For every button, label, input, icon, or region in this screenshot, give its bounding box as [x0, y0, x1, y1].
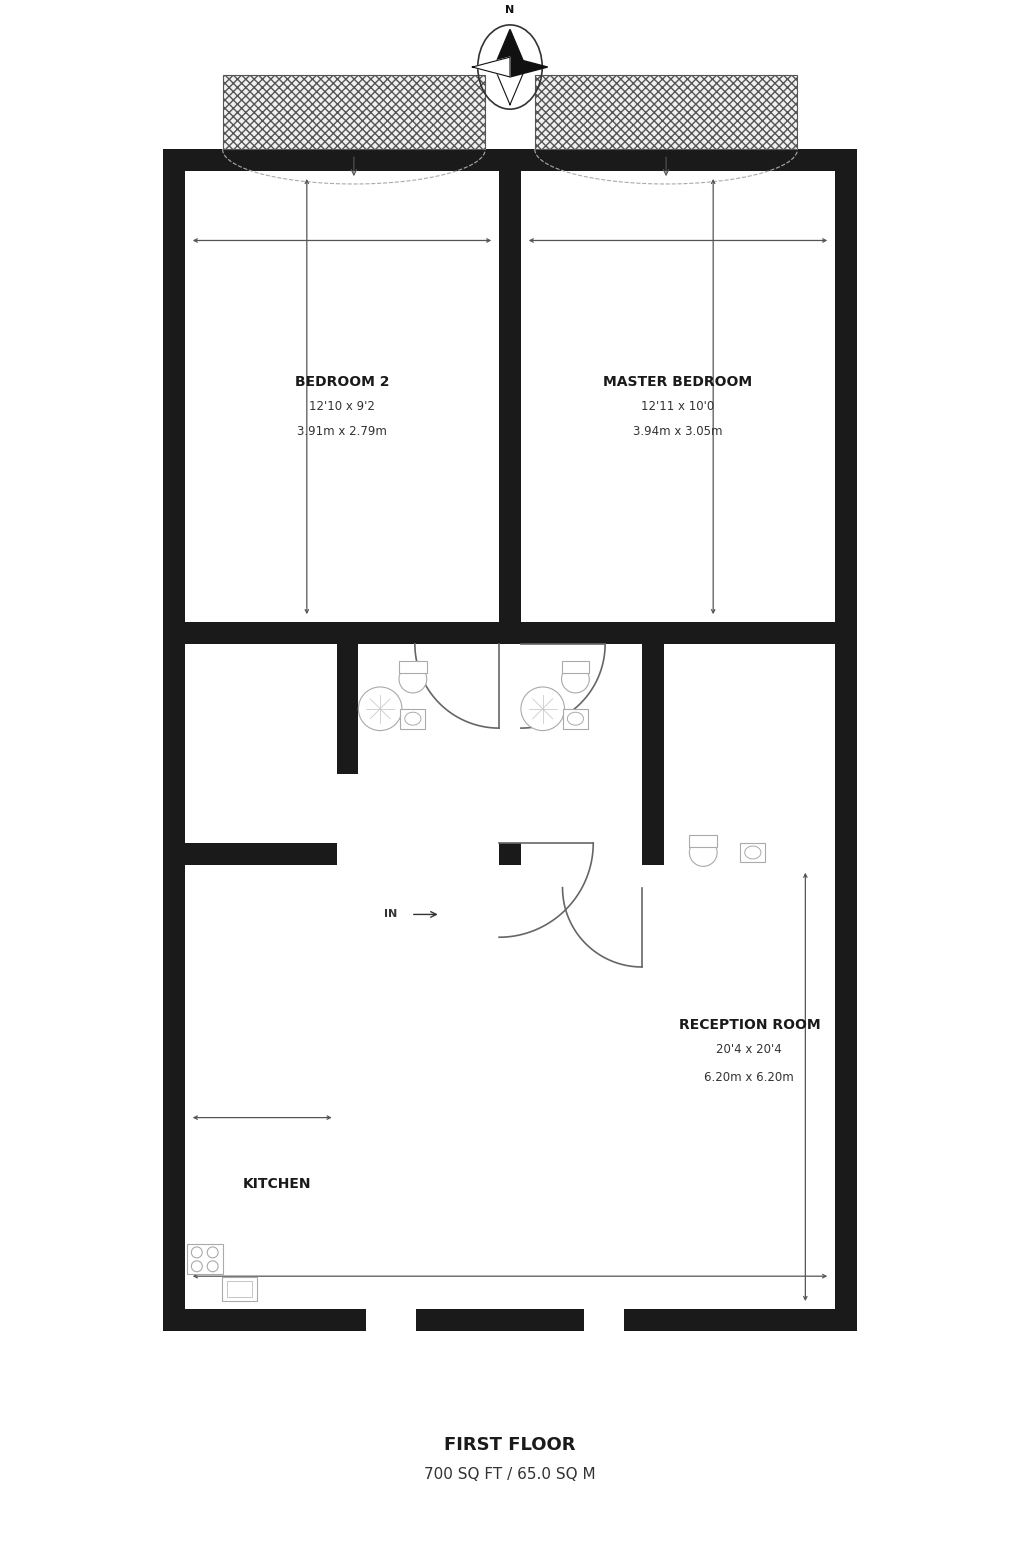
Bar — [400, 708, 425, 728]
Text: 700 SQ FT / 65.0 SQ M: 700 SQ FT / 65.0 SQ M — [424, 1467, 595, 1481]
Circle shape — [207, 1247, 218, 1258]
Bar — [226, 1281, 252, 1298]
Bar — [221, 1278, 257, 1301]
Bar — [163, 150, 856, 171]
Text: RECEPTION ROOM: RECEPTION ROOM — [678, 1018, 819, 1032]
Polygon shape — [472, 57, 510, 77]
Bar — [534, 76, 797, 150]
Text: 20'4 x 20'4: 20'4 x 20'4 — [715, 1043, 782, 1057]
Bar — [184, 866, 835, 1308]
Bar — [336, 773, 498, 796]
Bar — [163, 150, 184, 1330]
Text: 12'11 x 10'0: 12'11 x 10'0 — [641, 400, 714, 414]
Bar — [416, 1308, 584, 1330]
Bar — [521, 773, 663, 796]
Text: KITCHEN: KITCHEN — [243, 1176, 311, 1191]
Bar — [641, 887, 835, 909]
Bar — [339, 1037, 361, 1308]
Bar — [498, 842, 521, 932]
Bar — [641, 643, 663, 796]
Circle shape — [521, 687, 564, 730]
Bar — [184, 796, 336, 842]
Text: 3.91m x 2.79m: 3.91m x 2.79m — [297, 424, 386, 438]
Bar — [521, 643, 641, 773]
Bar — [562, 708, 587, 728]
Polygon shape — [493, 29, 526, 66]
Text: FIRST FLOOR: FIRST FLOOR — [444, 1435, 575, 1454]
Bar — [398, 662, 426, 673]
Bar — [641, 773, 663, 909]
Bar — [358, 643, 498, 773]
Text: 12'10 x 9'2: 12'10 x 9'2 — [309, 400, 375, 414]
Text: N: N — [504, 6, 515, 15]
Bar — [498, 150, 521, 643]
Bar — [336, 773, 641, 842]
Ellipse shape — [689, 838, 716, 866]
Bar — [624, 1308, 856, 1330]
Bar — [186, 1245, 222, 1275]
Polygon shape — [493, 66, 526, 105]
Text: IN: IN — [384, 909, 397, 920]
Polygon shape — [510, 57, 547, 77]
Bar — [336, 643, 358, 796]
Circle shape — [207, 1261, 218, 1271]
Ellipse shape — [398, 665, 426, 693]
Bar — [835, 150, 856, 1330]
Bar — [163, 1308, 366, 1330]
Circle shape — [358, 687, 401, 730]
Bar — [184, 171, 498, 622]
Text: BEDROOM 2: BEDROOM 2 — [294, 375, 389, 389]
Bar — [689, 835, 716, 847]
Bar — [184, 1058, 339, 1308]
Circle shape — [192, 1261, 202, 1271]
Bar — [740, 842, 764, 863]
Bar — [184, 1037, 361, 1058]
Bar — [561, 662, 589, 673]
Text: MASTER BEDROOM: MASTER BEDROOM — [603, 375, 752, 389]
Bar — [663, 796, 835, 887]
Bar — [521, 171, 835, 622]
Bar — [184, 842, 336, 866]
Bar — [222, 76, 485, 150]
Circle shape — [192, 1247, 202, 1258]
Bar — [184, 622, 835, 643]
Text: 3.94m x 3.05m: 3.94m x 3.05m — [633, 424, 722, 438]
Ellipse shape — [561, 665, 589, 693]
Text: 6.20m x 6.20m: 6.20m x 6.20m — [704, 1071, 794, 1085]
